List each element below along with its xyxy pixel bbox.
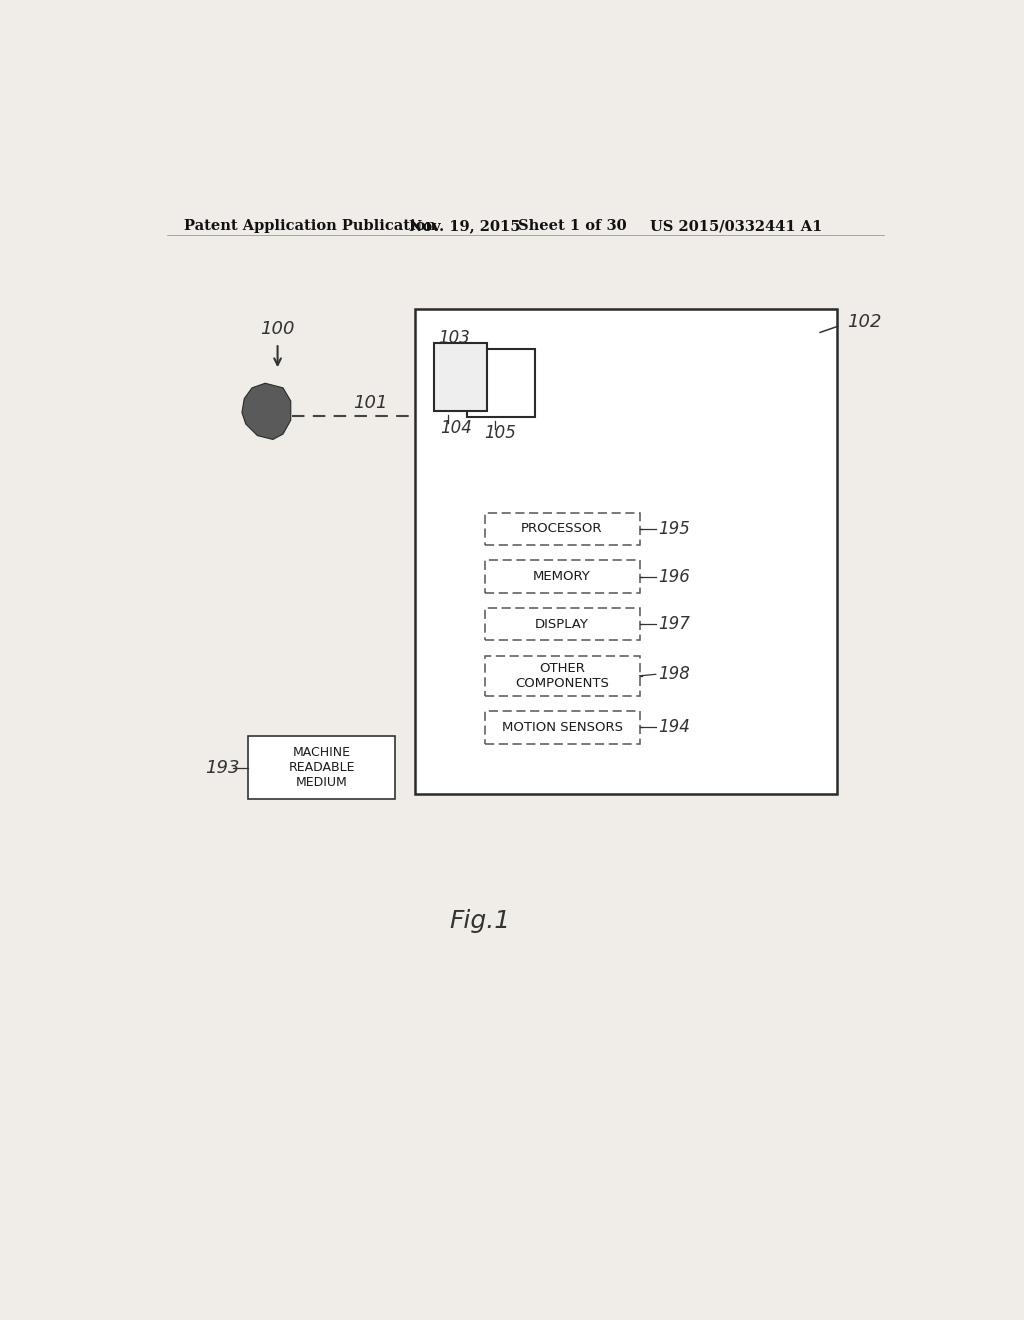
Text: Nov. 19, 2015: Nov. 19, 2015: [409, 219, 520, 234]
Text: 195: 195: [658, 520, 690, 537]
Text: 197: 197: [658, 615, 690, 634]
Text: OTHER
COMPONENTS: OTHER COMPONENTS: [515, 661, 609, 690]
Text: 194: 194: [658, 718, 690, 737]
Text: Sheet 1 of 30: Sheet 1 of 30: [518, 219, 627, 234]
Text: 100: 100: [260, 321, 294, 338]
Text: Patent Application Publication: Patent Application Publication: [183, 219, 436, 234]
FancyBboxPatch shape: [484, 561, 640, 593]
Text: MACHINE
READABLE
MEDIUM: MACHINE READABLE MEDIUM: [289, 746, 355, 789]
FancyBboxPatch shape: [484, 609, 640, 640]
Text: 105: 105: [483, 424, 516, 441]
Text: 193: 193: [206, 759, 240, 777]
Text: 101: 101: [352, 395, 387, 412]
Text: MOTION SENSORS: MOTION SENSORS: [502, 721, 623, 734]
Bar: [434, 343, 486, 411]
Bar: [248, 737, 395, 799]
Polygon shape: [242, 383, 291, 440]
Text: US 2015/0332441 A1: US 2015/0332441 A1: [649, 219, 822, 234]
Text: MEMORY: MEMORY: [534, 570, 591, 583]
Text: 196: 196: [658, 568, 690, 586]
FancyBboxPatch shape: [484, 512, 640, 545]
Text: DISPLAY: DISPLAY: [536, 618, 589, 631]
FancyBboxPatch shape: [484, 656, 640, 696]
Bar: [415, 309, 838, 793]
FancyBboxPatch shape: [484, 711, 640, 743]
Text: 103: 103: [438, 329, 470, 347]
Bar: [467, 350, 535, 417]
Text: 102: 102: [847, 313, 882, 330]
Text: 104: 104: [440, 418, 472, 437]
Text: PROCESSOR: PROCESSOR: [521, 523, 603, 536]
Text: Fig.1: Fig.1: [450, 908, 511, 933]
Text: 198: 198: [658, 665, 690, 684]
